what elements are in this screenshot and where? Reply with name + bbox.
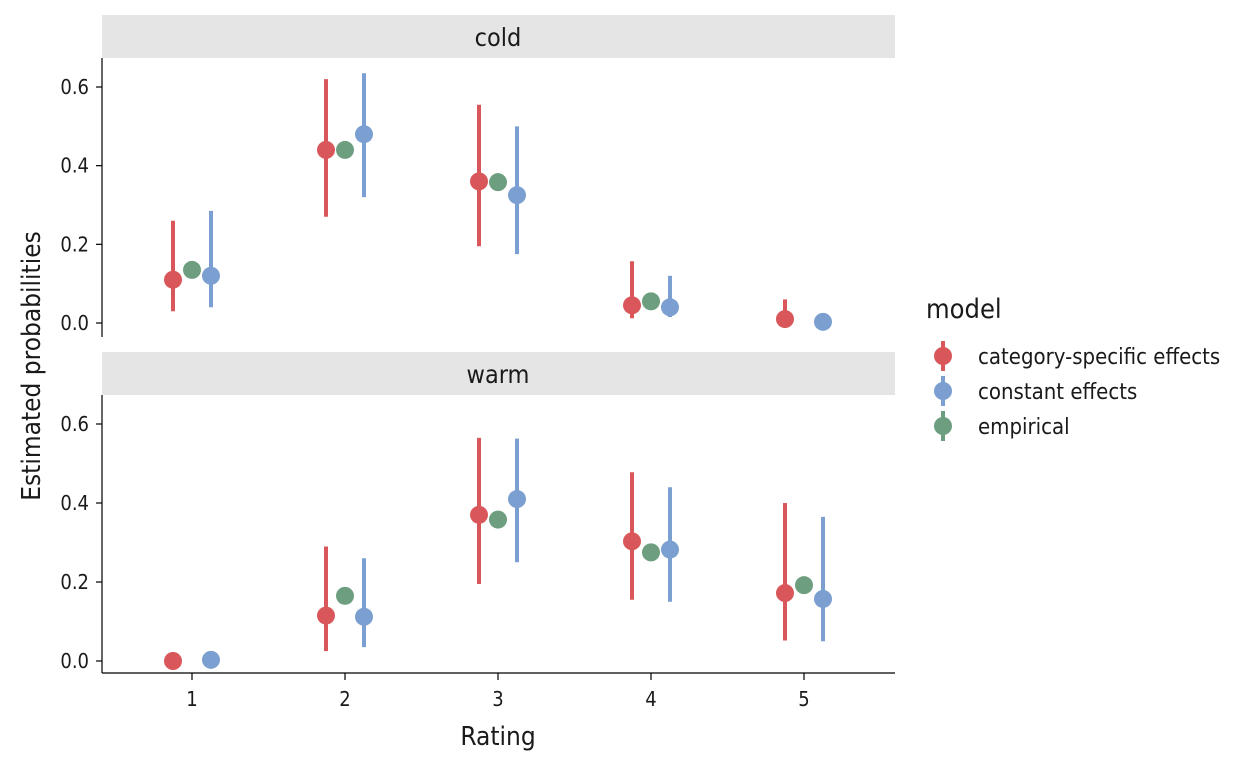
data-point (661, 298, 679, 317)
data-point (164, 652, 182, 670)
marks-warm (164, 437, 832, 670)
data-point (623, 532, 641, 551)
data-point (317, 140, 335, 159)
data-point (623, 296, 641, 315)
data-point (355, 125, 373, 144)
data-point (814, 312, 832, 331)
x-ticks: 1 2 3 4 5 (186, 673, 810, 711)
x-tick-label: 2 (339, 687, 350, 711)
data-point (355, 607, 373, 626)
data-point (336, 140, 354, 159)
data-point (202, 266, 220, 285)
legend: model category-specific effects constant … (926, 294, 1220, 441)
y-tick-label: 0.2 (60, 570, 89, 594)
data-point (814, 589, 832, 608)
data-point (489, 173, 507, 192)
data-point (508, 186, 526, 205)
data-point (776, 310, 794, 329)
data-point (470, 172, 488, 191)
y-tick-label: 0.0 (60, 311, 89, 335)
y-ticks-warm: 0.0 0.2 0.4 0.6 (60, 412, 102, 673)
data-point (317, 606, 335, 625)
data-point (489, 510, 507, 529)
y-tick-label: 0.6 (60, 412, 89, 436)
y-tick-label: 0.6 (60, 75, 89, 99)
x-tick-label: 3 (492, 687, 503, 711)
legend-label: empirical (978, 415, 1070, 440)
panel-warm: warm 0.0 0.2 0.4 0.6 (60, 352, 895, 673)
data-point (642, 292, 660, 311)
x-tick-label: 1 (186, 687, 197, 711)
data-point (795, 576, 813, 595)
legend-key-point (934, 417, 952, 435)
x-axis-title: Rating (460, 722, 535, 752)
data-point (202, 650, 220, 669)
data-point (661, 540, 679, 559)
strip-label-warm: warm (467, 360, 530, 389)
legend-key-point (934, 382, 952, 400)
data-point (164, 270, 182, 289)
marks-cold (164, 73, 832, 331)
x-tick-label: 5 (798, 687, 809, 711)
legend-label: category-specific effects (978, 345, 1220, 370)
y-axis-title: Estimated probabilities (17, 231, 47, 501)
data-point (336, 586, 354, 605)
panel-cold: cold 0.0 0.2 0.4 0.6 (60, 15, 895, 337)
legend-key-point (934, 347, 952, 365)
data-point (183, 260, 201, 279)
y-tick-label: 0.0 (60, 649, 89, 673)
y-tick-label: 0.2 (60, 232, 89, 256)
legend-keys: category-specific effects constant effect… (934, 341, 1220, 441)
legend-label: constant effects (978, 380, 1137, 405)
data-point (776, 584, 794, 603)
strip-cold (102, 15, 895, 58)
legend-title: model (926, 294, 1002, 325)
y-ticks-cold: 0.0 0.2 0.4 0.6 (60, 75, 102, 335)
data-point (642, 543, 660, 562)
strip-label-cold: cold (475, 23, 522, 52)
data-point (508, 490, 526, 509)
y-tick-label: 0.4 (60, 154, 89, 178)
data-point (470, 505, 488, 524)
y-tick-label: 0.4 (60, 491, 89, 515)
strip-warm (102, 352, 895, 395)
x-tick-label: 4 (645, 687, 656, 711)
